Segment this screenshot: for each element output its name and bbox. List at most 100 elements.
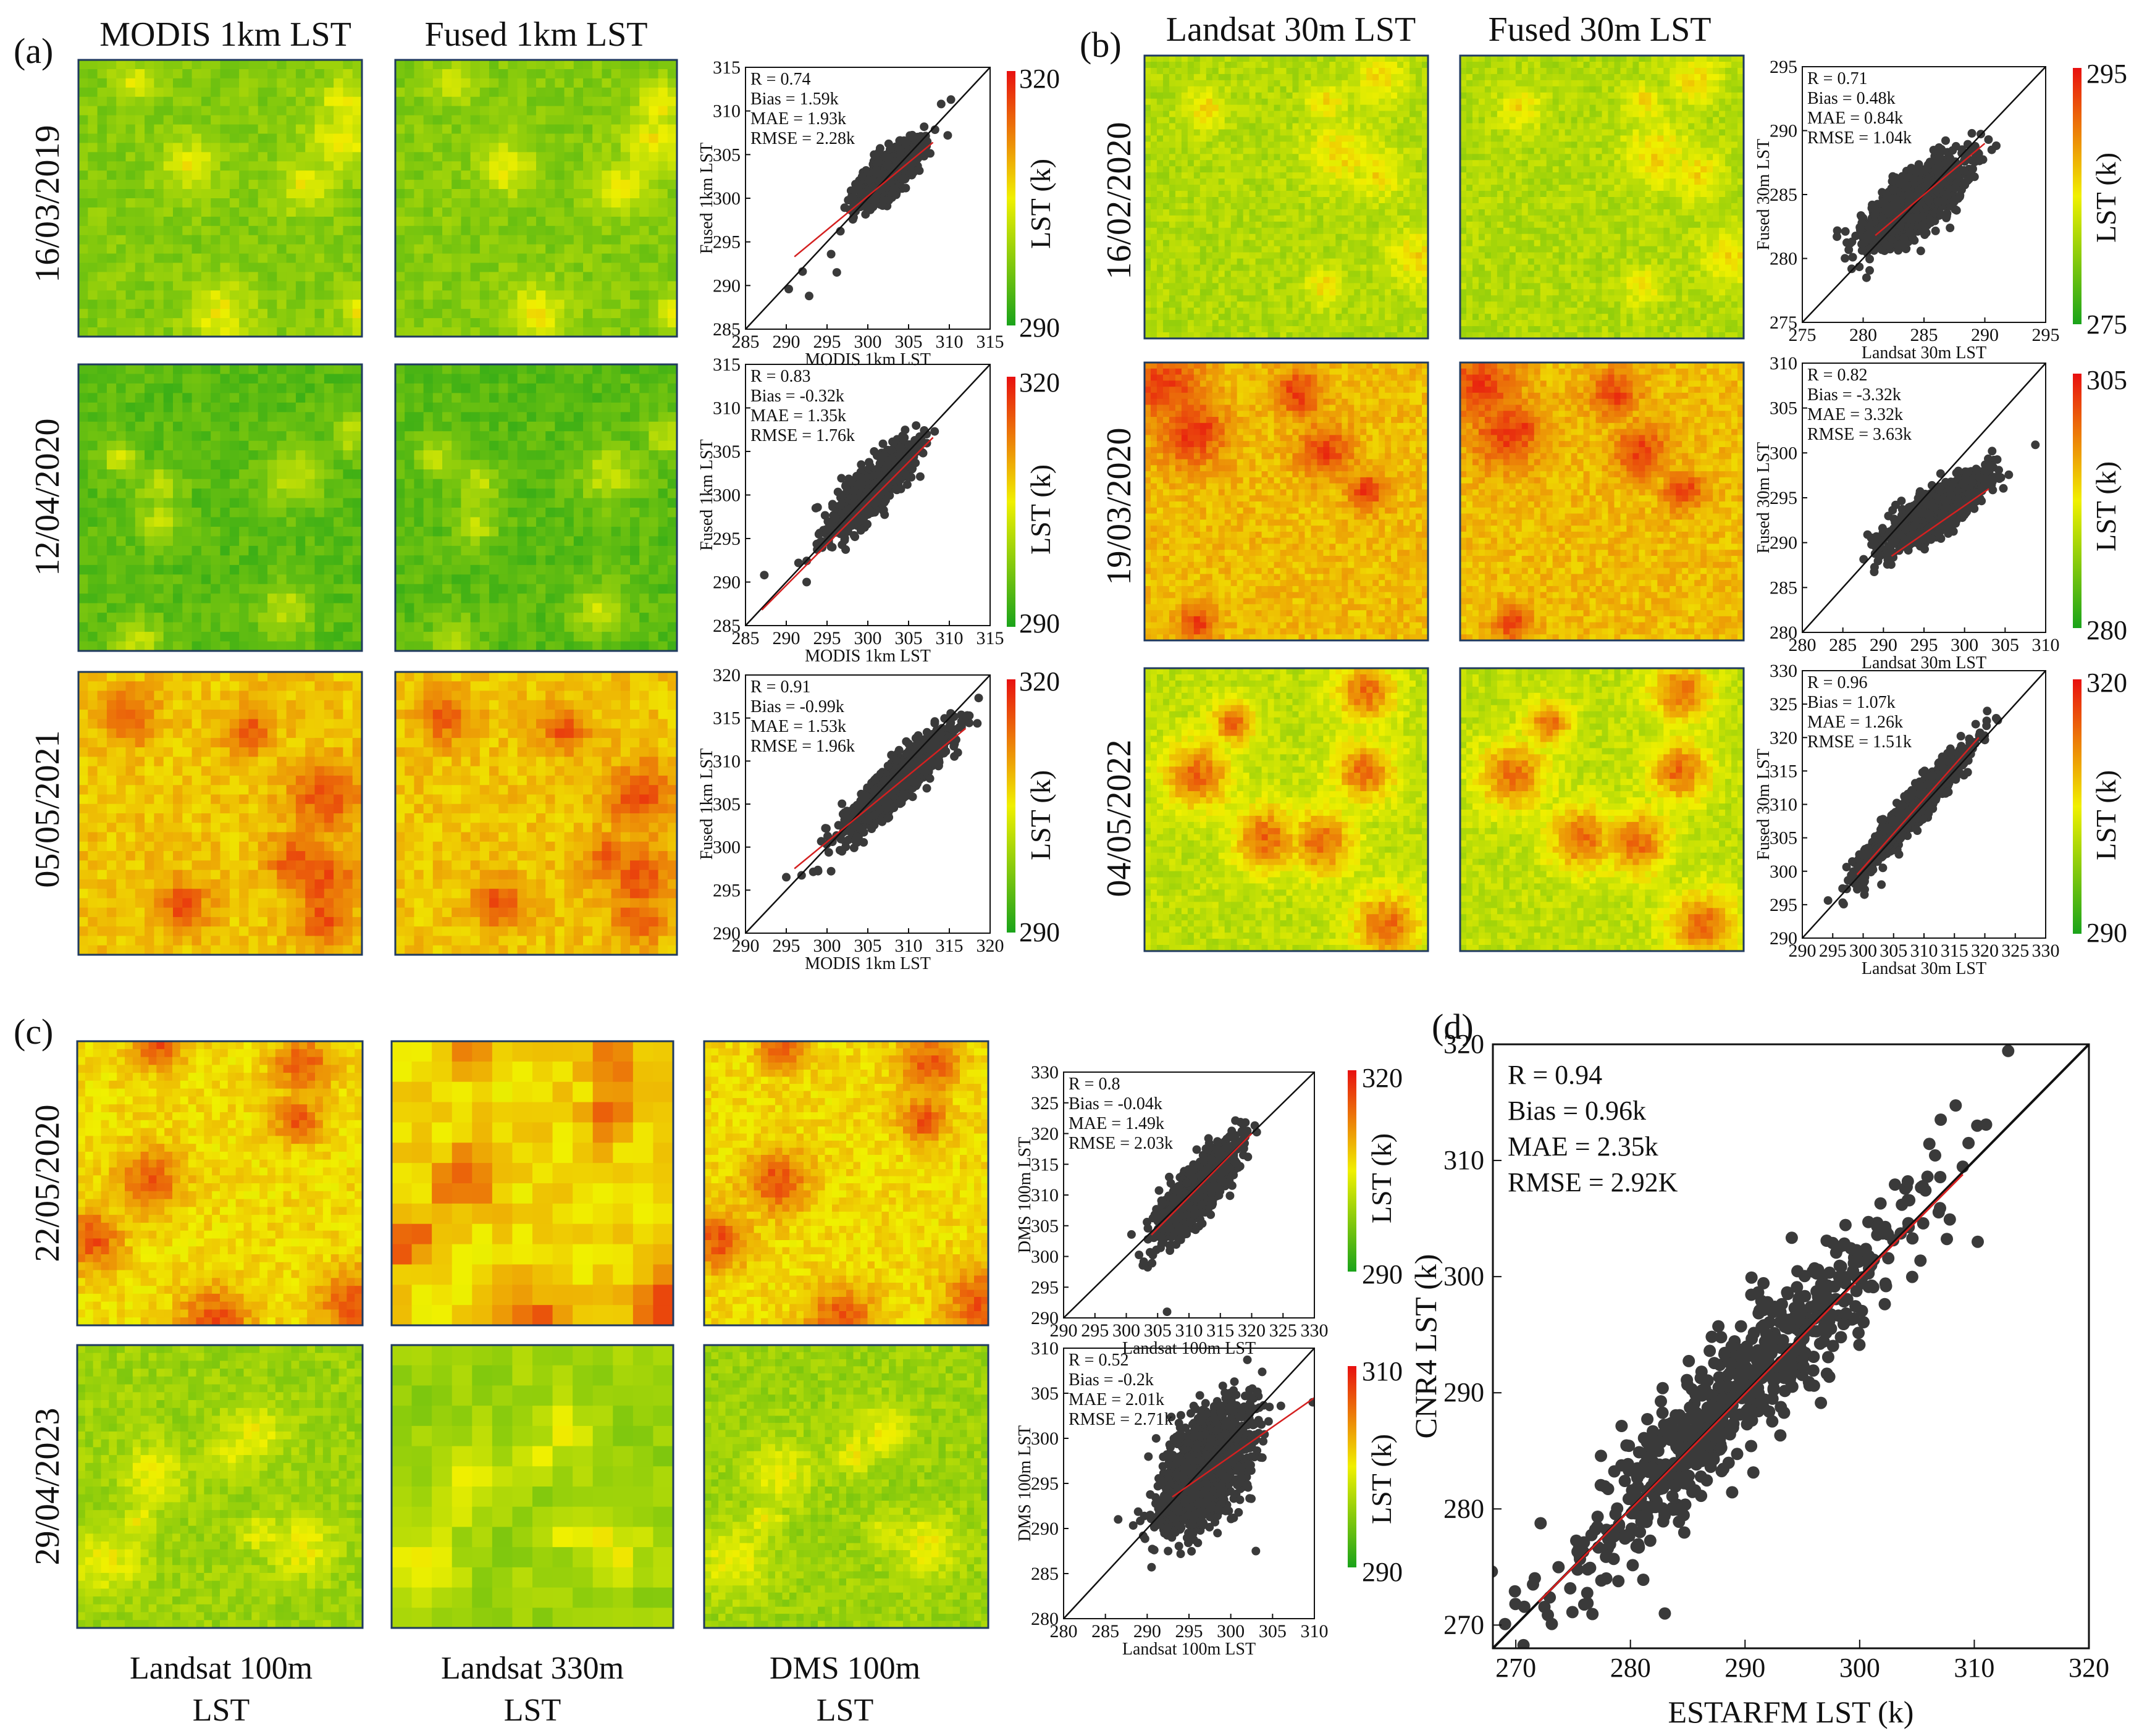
data-point <box>1851 232 1860 240</box>
data-point <box>957 722 966 731</box>
date-c1: 22/05/2020 <box>28 1104 67 1262</box>
scatter-b1-stat: R = 0.71 <box>1807 69 1867 88</box>
data-point <box>1959 166 1968 175</box>
data-point <box>843 506 852 515</box>
data-point <box>1857 246 1867 255</box>
lst-map-15 <box>703 1040 989 1327</box>
x-tick-label: 315 <box>977 332 1004 352</box>
colorbar-a3-max: 320 <box>1019 666 1060 697</box>
scatter-a2-one-to-one-line <box>745 364 991 626</box>
scatter-a3-fit-line <box>794 728 967 870</box>
data-point <box>1916 246 1925 256</box>
map-frame <box>390 1344 674 1629</box>
data-point <box>782 873 791 882</box>
data-point <box>925 774 935 783</box>
col-title-landsat-30m: Landsat 30m LST <box>1166 10 1416 49</box>
lst-map-4 <box>394 363 678 652</box>
data-point <box>886 177 895 187</box>
scatter-a1-fit-line <box>794 141 934 258</box>
x-tick-label: 290 <box>773 332 800 352</box>
data-point <box>840 535 849 545</box>
data-point <box>881 496 890 505</box>
data-point <box>825 521 834 530</box>
lst-map-11 <box>1143 667 1429 952</box>
data-point <box>852 472 861 480</box>
data-point <box>883 813 893 823</box>
data-point <box>856 796 865 805</box>
colorbar-a1 <box>1007 71 1015 325</box>
colorbar-a2-min: 290 <box>1019 608 1060 639</box>
colorbar-a1-min: 290 <box>1019 312 1060 343</box>
data-point <box>910 778 919 787</box>
y-tick-label: 280 <box>1770 249 1797 269</box>
data-point <box>938 724 947 733</box>
scatter-a2-xlabel: MODIS 1km LST <box>805 647 931 666</box>
data-point <box>1871 206 1880 215</box>
data-point <box>863 519 872 529</box>
data-point <box>1968 164 1977 174</box>
map-frame <box>1143 54 1429 340</box>
data-point <box>1844 245 1854 254</box>
map-frame <box>77 671 363 956</box>
map-frame <box>1459 54 1745 340</box>
data-point <box>838 799 847 808</box>
scatter-a2-stat: MAE = 1.35k <box>750 406 846 426</box>
data-point <box>1880 233 1889 242</box>
data-point <box>1975 156 1984 166</box>
data-point <box>1932 186 1941 195</box>
data-point <box>896 484 905 493</box>
y-tick-label: 305 <box>713 794 741 815</box>
y-tick-label: 315 <box>713 708 741 729</box>
data-point <box>1902 181 1912 190</box>
colorbar-b3-max: 320 <box>2086 668 2127 698</box>
y-tick-label: 290 <box>713 572 741 593</box>
data-point <box>883 761 893 771</box>
lst-map-10 <box>1459 361 1745 642</box>
y-tick-label: 290 <box>713 275 741 296</box>
data-point <box>821 824 831 833</box>
data-point <box>902 145 912 153</box>
data-point <box>859 828 868 837</box>
data-point <box>883 161 892 170</box>
scatter-a1-stat: RMSE = 2.28k <box>750 129 855 148</box>
y-tick-label: 305 <box>713 442 741 462</box>
x-tick-label: 285 <box>732 332 760 352</box>
data-point <box>1934 162 1943 172</box>
data-point <box>1934 172 1944 181</box>
data-point <box>1857 218 1867 227</box>
data-point <box>898 432 907 441</box>
y-tick-label: 300 <box>713 188 741 209</box>
data-point <box>928 758 937 767</box>
data-point <box>905 758 914 768</box>
data-point <box>875 805 884 814</box>
data-point <box>836 529 845 539</box>
data-point <box>872 451 881 460</box>
scatter-a1-xlabel: MODIS 1km LST <box>805 350 931 369</box>
data-point <box>802 577 811 587</box>
data-point <box>820 511 830 520</box>
data-point <box>1892 240 1902 249</box>
scatter-b1-ylabel: Fused 30m LST <box>1754 139 1773 250</box>
data-point <box>1992 141 2001 150</box>
panel-label-a: (a) <box>14 31 53 71</box>
y-tick-label: 290 <box>713 923 741 944</box>
map-frame <box>394 363 678 652</box>
map-frame <box>1143 667 1429 952</box>
lst-map-14 <box>390 1040 674 1327</box>
data-point <box>824 848 833 857</box>
y-tick-label: 315 <box>713 57 741 78</box>
y-tick-label: 315 <box>713 354 741 375</box>
scatter-a2-stat: RMSE = 1.76k <box>750 426 855 445</box>
scatter-b1-stat: MAE = 0.84k <box>1807 109 1903 128</box>
date-a3: 05/05/2021 <box>28 730 67 887</box>
map-frame <box>1459 667 1745 952</box>
data-point <box>1974 149 1983 158</box>
data-point <box>854 182 863 191</box>
data-point <box>878 506 888 515</box>
map-frame <box>1143 361 1429 642</box>
data-point <box>935 758 944 767</box>
data-point <box>864 203 873 212</box>
data-point <box>865 458 873 467</box>
scatter-a3-stat: R = 0.91 <box>750 677 810 697</box>
data-point <box>870 196 880 205</box>
